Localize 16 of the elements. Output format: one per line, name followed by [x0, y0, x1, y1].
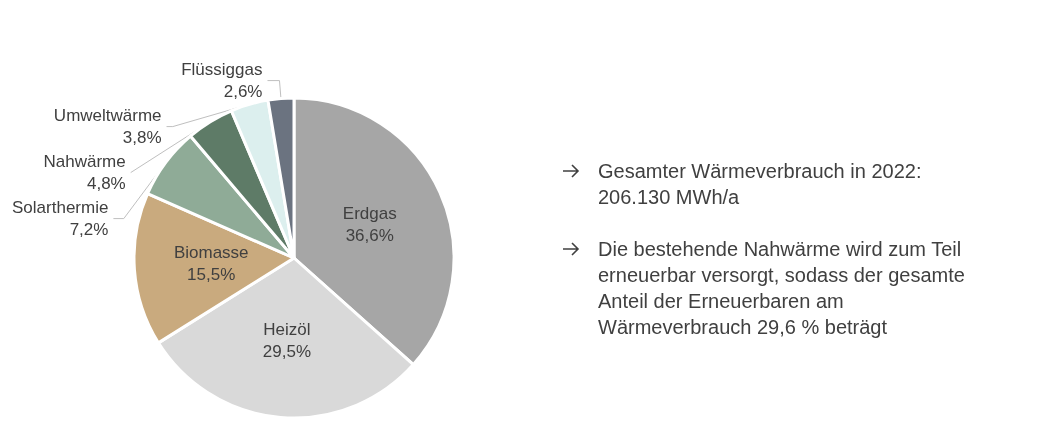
text: Gesamter Wärmeverbrauch in 2022: 206.130 MWh/a [598, 159, 922, 210]
slice-label: Erdgas [342, 203, 397, 223]
data-label: 29,5% [262, 342, 312, 362]
slice-label: Flüssiggas [181, 60, 263, 80]
slice-label: Heizöl [263, 320, 311, 340]
data-label: 4,8% [86, 174, 126, 194]
data-label: 36,6% [345, 225, 394, 245]
data-label: 7,2% [69, 220, 109, 240]
text: Die bestehende Nahwärme wird zum Teil erneuerbar versorgt, sodass der gesamte Anteil der Erneuerbaren am Wärmeverbrauch 29,6 % beträgt [598, 237, 965, 340]
slice-label: Solarthermie [12, 198, 109, 218]
data-label: 15,5% [187, 265, 236, 285]
slice-label: Nahwärme [43, 152, 126, 172]
data-label: 2,6% [223, 82, 263, 102]
slice-label: Umweltwärme [53, 106, 162, 126]
data-label: 3,8% [122, 128, 162, 148]
slice-label: Biomasse [173, 243, 249, 263]
